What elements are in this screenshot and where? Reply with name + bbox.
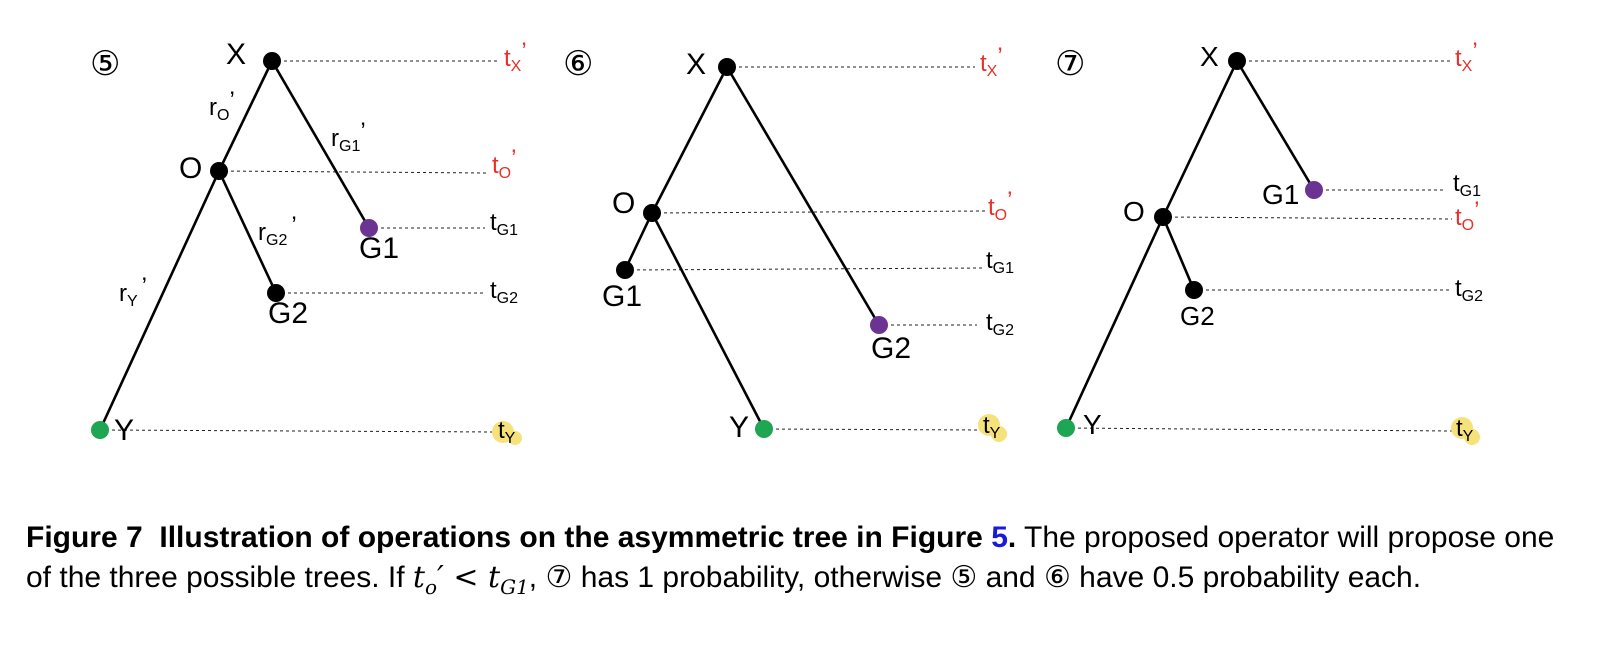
- node-o: [1154, 208, 1172, 226]
- node-x: [263, 52, 281, 70]
- caption-math-a: to′: [412, 560, 444, 599]
- time-label-x: tX’: [1455, 38, 1478, 75]
- label-g1: G1: [1262, 179, 1299, 210]
- branch-label-rg2: rG2’: [258, 212, 297, 249]
- edge-o-y: [650, 212, 766, 430]
- label-o: O: [612, 187, 635, 220]
- label-o: O: [179, 152, 202, 185]
- panel-6-marker: ⑥: [563, 44, 593, 84]
- node-y: [755, 420, 773, 438]
- tree-figure: ⑤ X O G1 G2 Y rO’ rG1’ rG2’ rY’ tX’ tO’ …: [90, 38, 1483, 447]
- label-o: O: [1123, 196, 1145, 227]
- node-x: [718, 58, 736, 76]
- figure-caption: Figure 7 Illustration of operations on t…: [26, 518, 1586, 607]
- time-label-y: tY: [983, 412, 1001, 442]
- label-g1: G1: [602, 280, 642, 313]
- time-label-g1: tG1: [490, 209, 518, 239]
- edge-o-y: [98, 170, 221, 431]
- label-y: Y: [114, 414, 134, 447]
- time-label-o: tO’: [1455, 197, 1479, 234]
- edge-x-o: [217, 60, 274, 172]
- time-line-o: [1162, 216, 1453, 220]
- time-line-y: [763, 428, 983, 431]
- node-g1: [1305, 181, 1323, 199]
- panel-5: ⑤ X O G1 G2 Y rO’ rG1’ rG2’ rY’ tX’ tO’ …: [90, 38, 527, 447]
- caption-title-end: .: [1007, 521, 1017, 554]
- label-x: X: [1200, 41, 1219, 72]
- edge-o-g2: [217, 170, 278, 294]
- node-x: [1228, 52, 1246, 70]
- label-x: X: [686, 48, 706, 81]
- edge-x-o: [1161, 60, 1239, 218]
- label-g2: G2: [268, 297, 308, 330]
- highlight-y-b: [991, 426, 1007, 442]
- node-g2: [1185, 281, 1203, 299]
- node-g1: [360, 219, 378, 237]
- node-g2: [267, 284, 285, 302]
- edge-x-g1: [1235, 60, 1316, 191]
- node-y: [91, 421, 109, 439]
- label-g2: G2: [1180, 301, 1215, 331]
- figure-reference-link[interactable]: 5: [991, 521, 1008, 554]
- label-y: Y: [729, 411, 749, 444]
- caption-title: Illustration of operations on the asymme…: [159, 521, 992, 554]
- time-line-y: [99, 429, 496, 433]
- time-label-g2: tG2: [1455, 275, 1483, 305]
- label-y: Y: [1083, 409, 1102, 440]
- edge-x-g1: [270, 60, 371, 229]
- time-line-o: [651, 210, 986, 214]
- node-y: [1057, 419, 1075, 437]
- edge-x-g2: [725, 66, 881, 326]
- node-o: [210, 162, 228, 180]
- time-label-g2: tG2: [490, 277, 518, 307]
- caption-body-2: , ⑦ has 1 probability, otherwise ⑤ and ⑥…: [528, 561, 1422, 594]
- edge-x-o: [650, 66, 729, 214]
- node-o: [643, 204, 661, 222]
- panel-7-marker: ⑦: [1055, 44, 1085, 84]
- time-line-y: [1065, 427, 1453, 432]
- node-g1: [616, 261, 634, 279]
- label-g1: G1: [359, 232, 399, 265]
- edge-o-g1: [623, 212, 654, 271]
- time-label-x: tX’: [980, 43, 1003, 80]
- label-g2: G2: [871, 332, 911, 365]
- caption-math-b: tG1: [488, 560, 529, 599]
- time-label-y: tY: [1456, 415, 1474, 445]
- panel-7: ⑦ X O G1 G2 Y tX’ tG1 tO’ tG2 tY: [1055, 38, 1483, 445]
- branch-label-ry: rY’: [119, 273, 147, 310]
- time-label-g1: tG1: [1453, 170, 1481, 200]
- edge-o-y: [1064, 216, 1165, 429]
- caption-math-lt: <: [443, 560, 489, 595]
- time-label-o: tO’: [988, 187, 1012, 224]
- caption-body-1: The proposed operator will propose one o…: [26, 521, 1555, 594]
- panel-6: ⑥ X O G1 G2 Y tX’ tO’ tG1 tG2 tY: [563, 43, 1014, 444]
- node-g2: [870, 316, 888, 334]
- branch-label-ro: rO’: [209, 87, 235, 124]
- branch-label-rg1: rG1’: [331, 118, 366, 155]
- time-label-y: tY: [498, 417, 516, 447]
- panel-5-marker: ⑤: [90, 44, 120, 84]
- time-label-g1: tG1: [986, 247, 1014, 277]
- highlight-y-b: [1464, 429, 1480, 445]
- label-x: X: [226, 38, 246, 71]
- time-label-x: tX’: [504, 38, 527, 75]
- edge-o-g2: [1161, 216, 1196, 291]
- caption-label: Figure 7: [26, 521, 143, 554]
- time-label-o: tO’: [492, 145, 516, 182]
- time-label-g2: tG2: [986, 309, 1014, 339]
- highlight-y-b: [508, 431, 522, 445]
- time-line-o: [218, 170, 489, 174]
- time-line-g1: [624, 267, 983, 271]
